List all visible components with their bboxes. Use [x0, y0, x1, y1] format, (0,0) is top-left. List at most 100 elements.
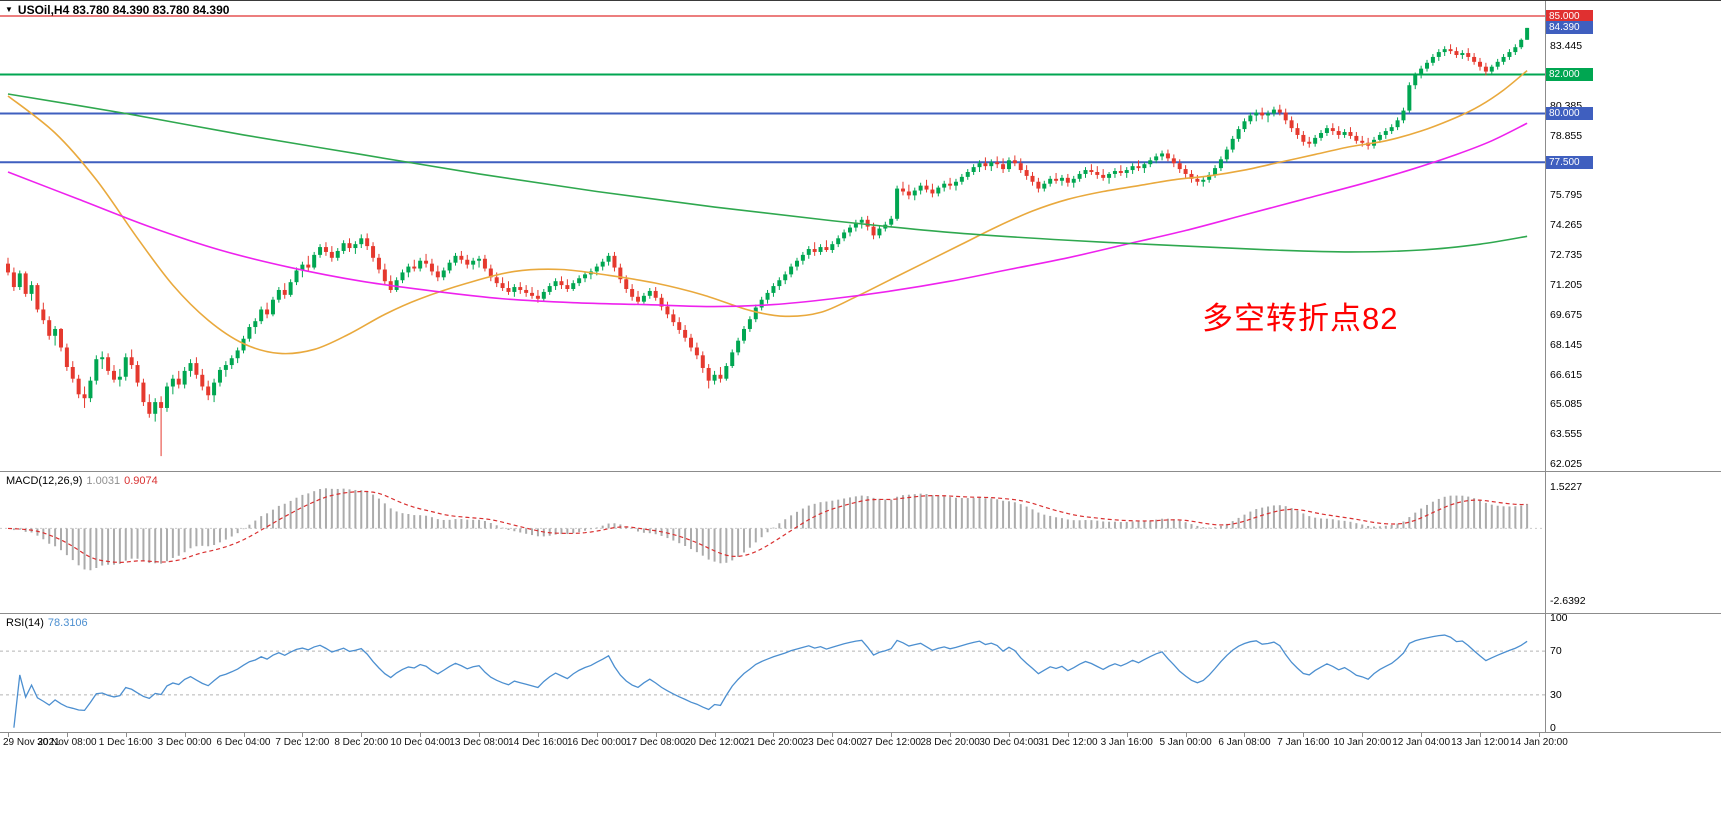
- candle-body: [447, 262, 452, 271]
- candle-body: [983, 163, 988, 167]
- candle-body: [1319, 133, 1324, 138]
- candle-body: [488, 268, 493, 278]
- candle-body: [217, 369, 222, 383]
- candle-body: [1301, 134, 1306, 142]
- candle-body: [1124, 170, 1129, 173]
- candle-body: [1165, 153, 1170, 159]
- price-axis-label: 62.025: [1550, 458, 1583, 470]
- time-axis-label: 5 Jan 00:00: [1159, 737, 1212, 748]
- candle-body: [418, 260, 423, 269]
- candle-body: [936, 187, 941, 194]
- candle-body: [1377, 134, 1382, 140]
- time-axis-label: 16 Dec 00:00: [567, 737, 627, 748]
- time-axis-label: 3 Dec 00:00: [157, 737, 212, 748]
- macd-signal-value: 0.9074: [124, 475, 158, 487]
- candle-body: [329, 251, 334, 258]
- candle-body: [541, 291, 546, 299]
- panel-separator[interactable]: [0, 732, 1721, 733]
- candle-body: [718, 374, 723, 379]
- main-price-chart[interactable]: [0, 1, 1721, 471]
- candle-body: [1478, 61, 1483, 67]
- candle-body: [694, 347, 699, 356]
- candle-body: [530, 292, 535, 296]
- candle-body: [1130, 166, 1135, 171]
- candle-body: [365, 238, 370, 247]
- time-axis-label: 13 Dec 08:00: [449, 737, 509, 748]
- candle-body: [959, 176, 964, 182]
- time-axis-tick: [891, 732, 893, 737]
- candle-body: [1313, 137, 1318, 144]
- candle-body: [1071, 178, 1076, 183]
- candle-body: [318, 247, 323, 255]
- candle-body: [742, 328, 747, 341]
- time-axis-label: 6 Jan 08:00: [1218, 737, 1271, 748]
- candle-body: [347, 243, 352, 249]
- candle-body: [853, 222, 858, 228]
- price-axis-separator: [1545, 1, 1546, 732]
- candle-body: [64, 347, 69, 367]
- candle-body: [724, 366, 729, 379]
- candle-body: [859, 219, 864, 223]
- symbol-dropdown-icon[interactable]: ▼: [5, 5, 13, 14]
- time-axis-tick: [1421, 732, 1423, 737]
- candle-body: [1507, 52, 1512, 57]
- candle-body: [1160, 153, 1165, 157]
- macd-panel[interactable]: [0, 472, 1721, 612]
- candle-body: [871, 226, 876, 236]
- candle-body: [294, 270, 299, 283]
- macd-axis-label: 1.5227: [1550, 480, 1583, 493]
- rsi-name: RSI(14): [6, 617, 44, 629]
- time-axis-tick: [8, 732, 9, 737]
- candle-body: [400, 272, 405, 281]
- candle-body: [412, 266, 417, 269]
- candle-body: [465, 259, 470, 265]
- time-axis-tick: [596, 732, 598, 737]
- time-axis-label: 1 Dec 16:00: [98, 737, 153, 748]
- price-axis-label: 68.145: [1550, 338, 1583, 351]
- candle-body: [1389, 127, 1394, 132]
- candle-body: [147, 402, 152, 414]
- candle-body: [453, 255, 458, 263]
- candle-body: [1401, 110, 1406, 121]
- time-axis-tick: [361, 732, 363, 737]
- candle-body: [159, 402, 164, 408]
- candle-body: [194, 363, 199, 375]
- candle-body: [406, 266, 411, 273]
- candle-body: [783, 274, 788, 281]
- candle-body: [117, 376, 122, 380]
- candle-body: [1283, 112, 1288, 121]
- chart-text-annotation[interactable]: 多空转折点82: [1202, 301, 1399, 336]
- candle-body: [1195, 178, 1200, 182]
- candle-body: [23, 273, 28, 294]
- time-axis-tick: [1244, 732, 1246, 737]
- time-axis-tick: [773, 732, 775, 737]
- candle-body: [1213, 168, 1218, 175]
- candle-body: [223, 365, 228, 370]
- candle-body: [1525, 27, 1530, 40]
- panel-separator[interactable]: [0, 471, 1721, 472]
- candle-body: [995, 162, 1000, 165]
- candle-body: [1030, 175, 1035, 182]
- time-axis-tick: [1067, 732, 1069, 737]
- candle-body: [1501, 56, 1506, 62]
- candle-body: [1036, 181, 1041, 189]
- candle-body: [624, 279, 629, 289]
- candle-body: [1001, 164, 1006, 170]
- time-axis-tick: [66, 732, 68, 737]
- candle-body: [500, 283, 505, 289]
- time-axis-label: 21 Dec 20:00: [743, 737, 804, 748]
- rsi-panel[interactable]: [0, 614, 1721, 732]
- candle-body: [1154, 156, 1159, 161]
- candle-body: [477, 258, 482, 261]
- candle-body: [1048, 178, 1053, 184]
- candle-body: [435, 271, 440, 278]
- macd-histogram: [12, 488, 1529, 571]
- candle-body: [577, 278, 582, 284]
- candle-body: [70, 367, 75, 379]
- time-axis-label: 7 Jan 16:00: [1277, 737, 1330, 748]
- candle-body: [1336, 131, 1341, 135]
- candle-body: [1289, 120, 1294, 129]
- time-axis-tick: [1008, 732, 1010, 737]
- panel-separator[interactable]: [0, 613, 1721, 614]
- candle-body: [1107, 173, 1112, 178]
